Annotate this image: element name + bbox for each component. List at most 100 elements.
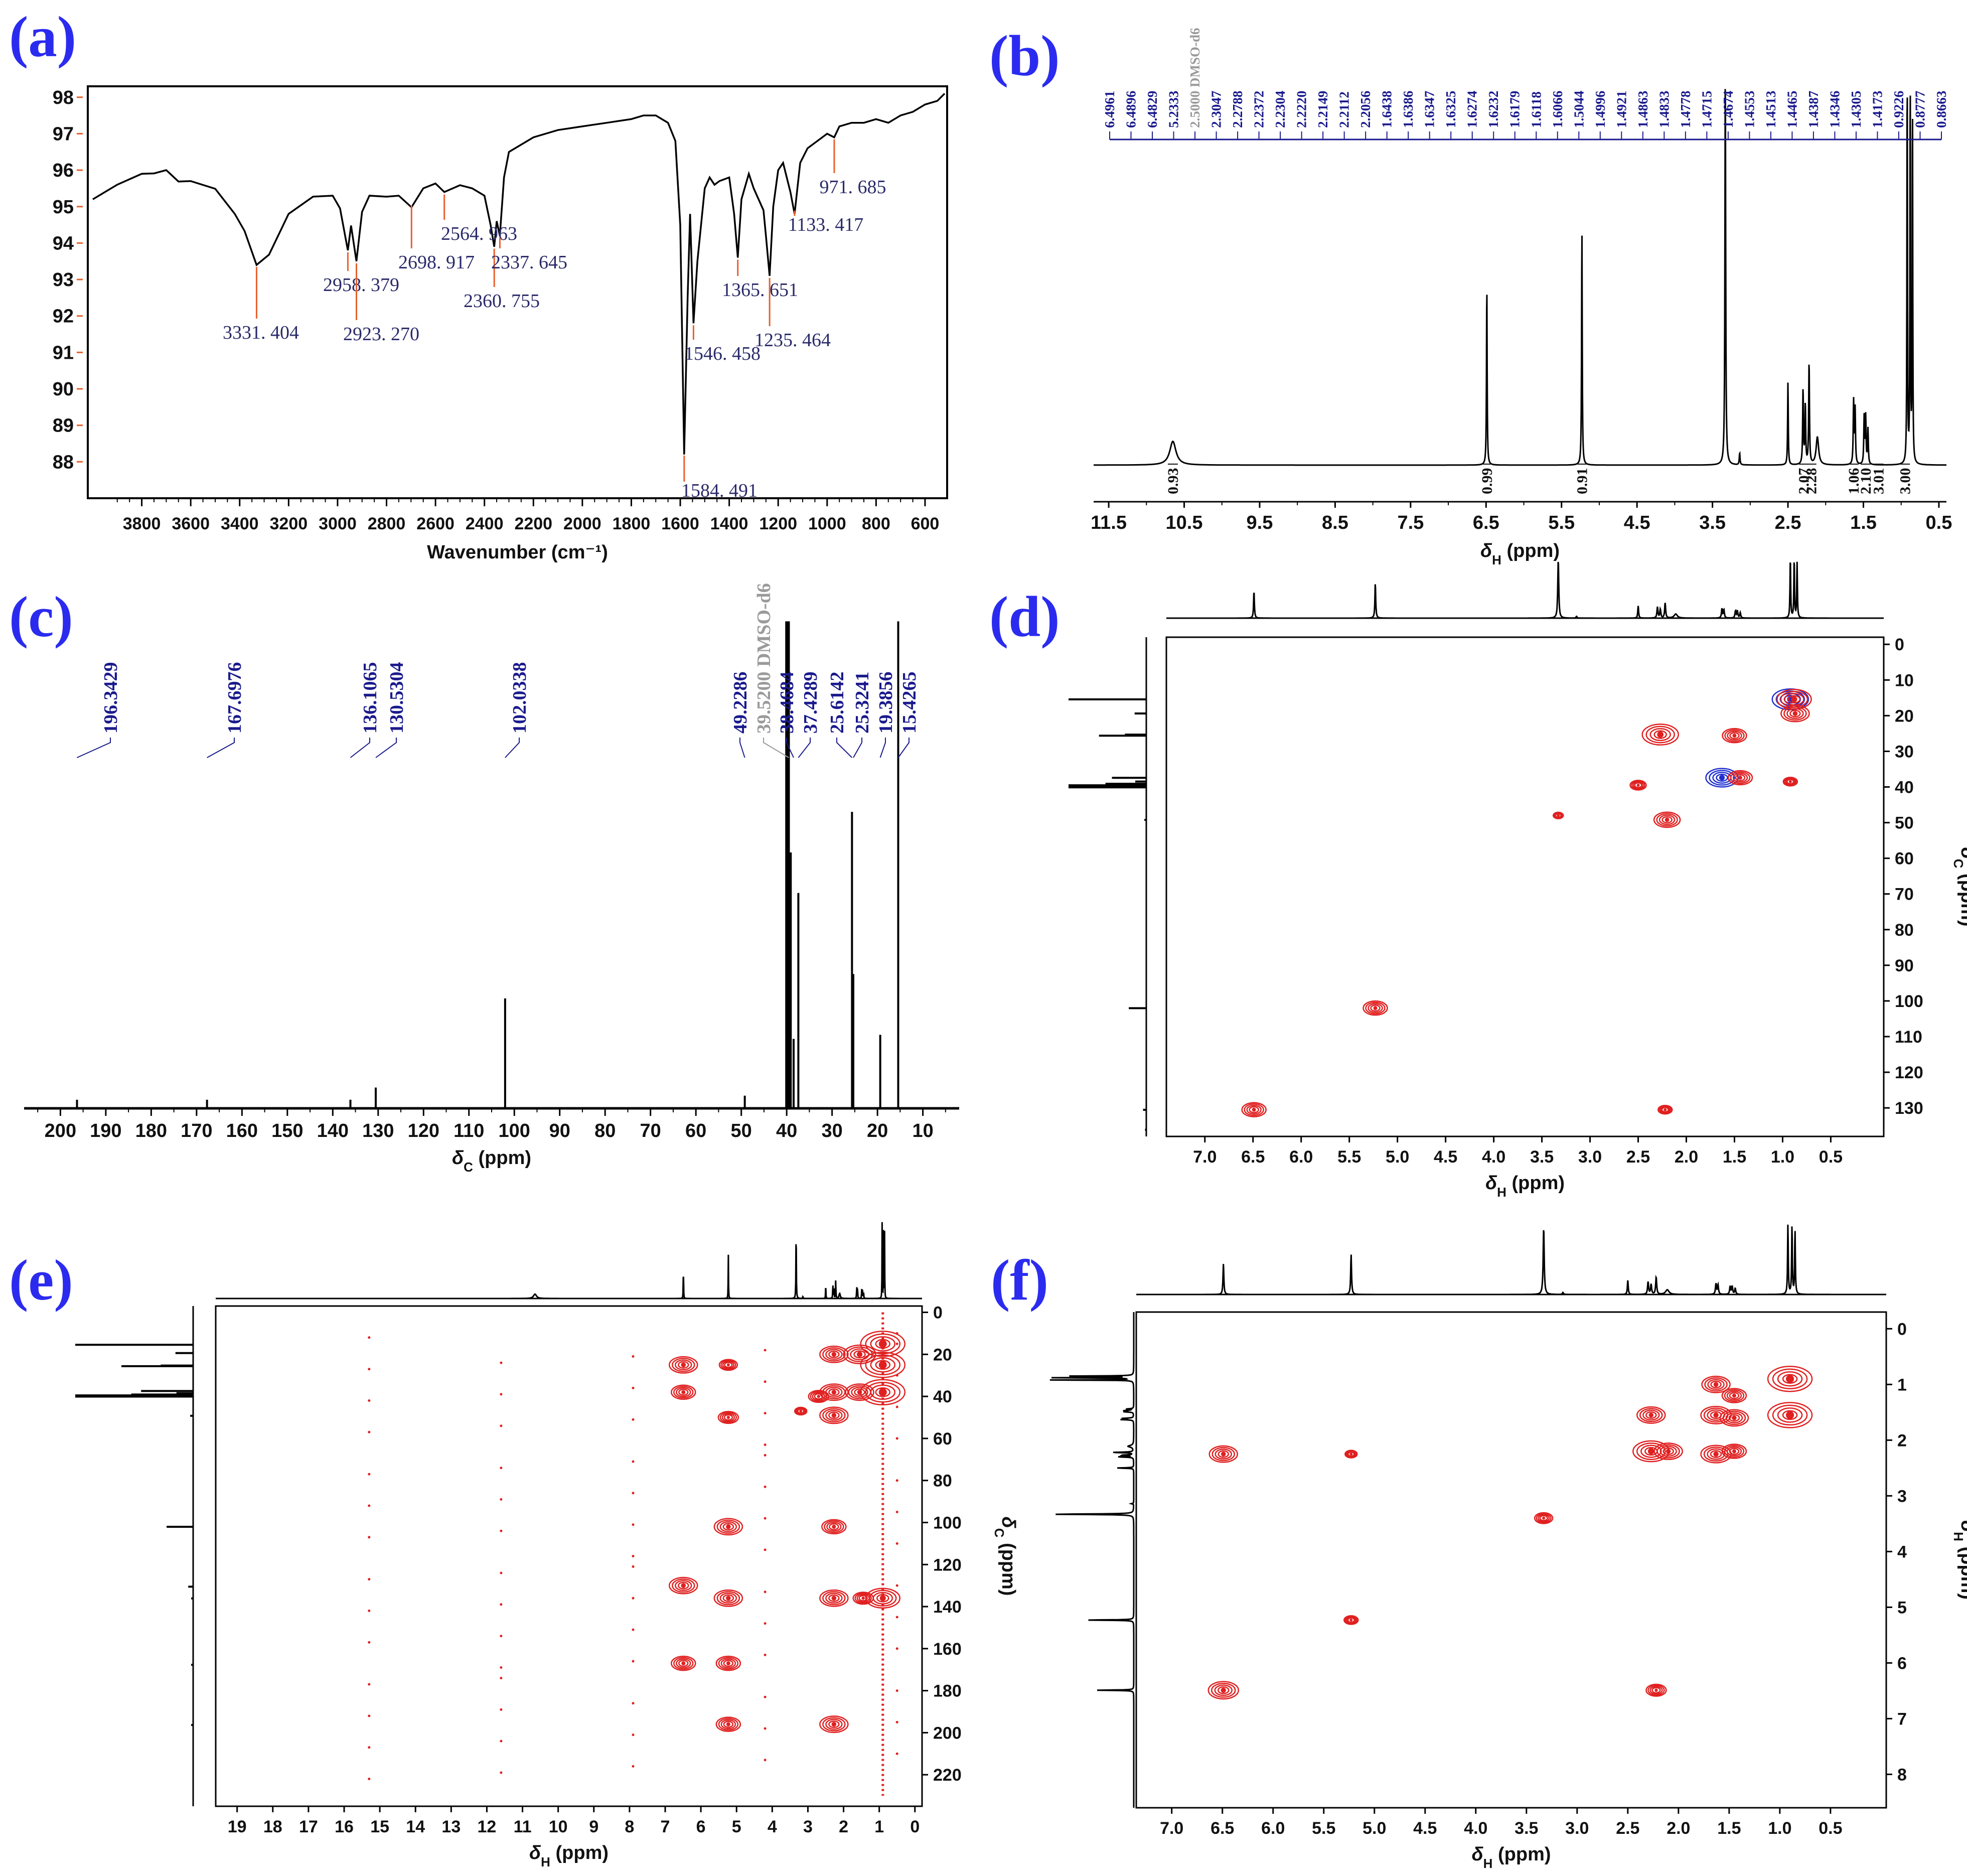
ir-xtick-label: 1000: [808, 514, 846, 533]
h1-peak-label: 2.2304: [1273, 91, 1288, 128]
c13-xtick-label: 100: [499, 1120, 530, 1141]
e-cross-peak-20-contour: [865, 1354, 901, 1376]
h1-peak-label: 1.4863: [1635, 91, 1650, 128]
d-cross-peak-6-contour: [1727, 770, 1753, 786]
e-noise-dot-49: [368, 1368, 371, 1371]
e-noise-dot-51: [764, 1591, 767, 1594]
e-cross-peak-2-contour: [672, 1578, 695, 1593]
f-cross-peak-5-contour: [1647, 1684, 1665, 1696]
h1-xtick-label: 4.5: [1624, 512, 1650, 533]
e-ytick-label: 120: [933, 1555, 962, 1574]
f-2d-frame: [1135, 1311, 1887, 1809]
e-cross-peak-0-contour: [672, 1358, 695, 1372]
d-cross-peak-1-contour: [1363, 1000, 1388, 1016]
d-cross-peak-11-contour: [1782, 777, 1798, 787]
d-cross-peak-6-contour: [1732, 773, 1748, 783]
c13-peak-label: 15.4265: [899, 672, 920, 734]
h1-x-axis-label: δH (ppm): [1480, 540, 1560, 567]
f-xtick-label: 4.0: [1464, 1819, 1487, 1838]
f-cross-peak-12-contour: [1721, 1388, 1747, 1403]
e-noise-dot-13: [500, 1424, 503, 1427]
f-ytick-label: 1: [1897, 1375, 1907, 1394]
d-cross-peak-12-contour: [1555, 813, 1562, 818]
f-cross-peak-4-contour: [1539, 1515, 1548, 1521]
d-cross-peak-center: [1665, 817, 1670, 822]
d-cross-peak-5-contour: [1709, 770, 1735, 786]
f-cross-peak-8-contour: [1662, 1447, 1674, 1456]
d-y-axis-label: δC (ppm): [1951, 847, 1967, 926]
e-cross-peak-23-contour: [814, 1393, 824, 1400]
h1-peak-label: 0.8663: [1934, 91, 1949, 128]
f-cross-peak-center: [1221, 1687, 1226, 1693]
d-cross-peak-2-contour: [1649, 728, 1671, 742]
e-cross-peak-4-contour: [722, 1361, 735, 1369]
d-xtick-label: 6.0: [1289, 1147, 1313, 1167]
e-xtick-label: 5: [732, 1817, 741, 1836]
panel-label-f: (f): [991, 1248, 1048, 1312]
d-cross-peak-2-contour: [1653, 730, 1667, 739]
e-cross-peak-2-contour: [678, 1581, 689, 1590]
h1-xtick-label: 2.5: [1775, 512, 1801, 533]
e-noise-dot-25: [895, 1405, 898, 1408]
f-cross-peak-12-contour: [1729, 1392, 1740, 1399]
h1-peak-label: 5.2333: [1166, 91, 1181, 128]
d-cross-peak-11-contour: [1786, 779, 1794, 785]
e-ytick-label: 200: [933, 1723, 962, 1743]
f-cross-peak-center: [1648, 1412, 1654, 1418]
h1-xtick-label: 10.5: [1166, 512, 1203, 533]
e-cross-peak-center: [831, 1389, 837, 1395]
e-noise-dot-63: [500, 1571, 503, 1574]
e-cross-peak-20-contour: [860, 1352, 906, 1378]
f-cross-peak-13-contour: [1728, 1414, 1740, 1422]
e-cross-peak-16-contour: [853, 1350, 866, 1359]
f-xtick-label: 2.5: [1616, 1819, 1639, 1838]
c13-label-connector: [739, 738, 745, 758]
e-cross-peak-0-contour: [678, 1361, 689, 1369]
f-ytick-label: 0: [1897, 1320, 1907, 1339]
h1-peak-label: 2.2788: [1230, 91, 1245, 128]
e-noise-dot-43: [500, 1603, 503, 1606]
ir-ytick-label: 89: [53, 415, 74, 437]
h1-peak-label: 1.4553: [1742, 91, 1757, 128]
e-noise-dot-4: [368, 1778, 371, 1780]
c13-xtick-label: 120: [408, 1120, 439, 1141]
d-ytick-label: 0: [1895, 635, 1904, 654]
e-cross-peak-12-contour: [819, 1406, 849, 1424]
d-xtick-label: 7.0: [1193, 1147, 1217, 1167]
e-cross-peak-center: [832, 1524, 836, 1529]
e-cross-peak-7-contour: [716, 1591, 740, 1606]
f-cross-peak-center: [1349, 1453, 1353, 1456]
ir-peak-annotation: 2564. 963: [441, 223, 517, 244]
e-noise-dot-69: [368, 1336, 371, 1339]
c13-peak-label: 136.1065: [360, 662, 381, 734]
d-cross-peak-center: [1657, 731, 1664, 738]
f-y-axis-label: δH (ppm): [1951, 1520, 1967, 1600]
e-cross-peak-3-contour: [678, 1660, 689, 1667]
ir-xtick-label: 2000: [563, 514, 601, 533]
h1-integral-label: 0.99: [1479, 468, 1495, 495]
h1-peak-label: 2.5000 DMSO-d6: [1187, 28, 1202, 128]
h1-peak-label: 2.2372: [1252, 91, 1267, 128]
f-x-axis-label: δH (ppm): [1471, 1844, 1551, 1871]
e-cross-peak-center: [681, 1362, 686, 1368]
h1-peak-label: 2.3047: [1209, 91, 1224, 128]
e-noise-dot-45: [895, 1374, 898, 1377]
h1-spectrum-line: [1094, 89, 1946, 466]
e-cross-peak-3-contour: [671, 1655, 696, 1671]
d-cross-peak-2-contour: [1645, 726, 1675, 744]
e-noise-dot-53: [500, 1361, 503, 1364]
e-cross-peak-17-contour: [845, 1383, 874, 1401]
f-cross-peak-1-contour: [1207, 1681, 1239, 1700]
e-cross-peak-7-contour: [722, 1594, 734, 1602]
h1-peak-label: 2.2149: [1315, 91, 1330, 128]
d-x-axis-label: δH (ppm): [1485, 1173, 1565, 1200]
c13-xtick-label: 190: [90, 1120, 121, 1141]
e-cross-peak-center: [831, 1352, 837, 1357]
e-xtick-label: 0: [910, 1817, 920, 1836]
c13-peak-label: 167.6976: [224, 662, 245, 734]
e-cross-peak-14-contour: [819, 1589, 849, 1607]
e-xtick-label: 12: [478, 1817, 497, 1836]
e-xtick-label: 15: [370, 1817, 389, 1836]
